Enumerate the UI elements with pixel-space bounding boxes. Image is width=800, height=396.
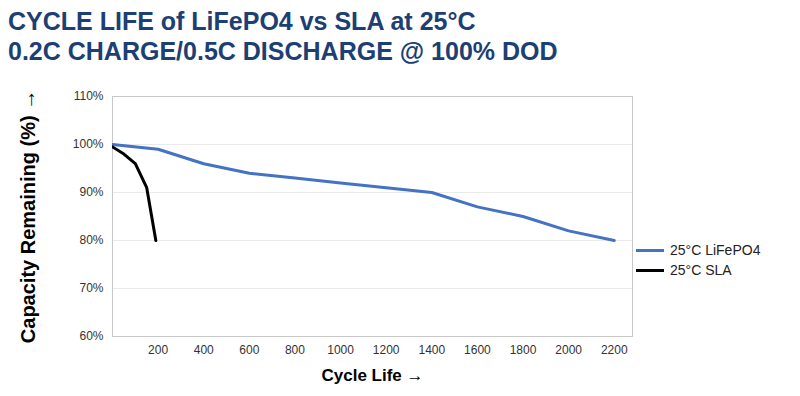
svg-text:110%: 110% (74, 89, 104, 103)
svg-text:600: 600 (239, 343, 259, 357)
svg-text:Capacity Remaining (%) →: Capacity Remaining (%) → (17, 90, 39, 343)
svg-text:1000: 1000 (327, 343, 354, 357)
svg-text:90%: 90% (79, 185, 103, 199)
svg-text:1800: 1800 (510, 343, 537, 357)
svg-text:70%: 70% (79, 281, 103, 295)
svg-text:200: 200 (148, 343, 168, 357)
svg-text:400: 400 (194, 343, 214, 357)
svg-text:80%: 80% (79, 233, 103, 247)
svg-text:1600: 1600 (464, 343, 491, 357)
svg-text:2200: 2200 (601, 343, 628, 357)
svg-text:2000: 2000 (555, 343, 582, 357)
html-text:CYCLE LIFE of LiFePO4 vs SLA a: CYCLE LIFE of LiFePO4 vs SLA at 25°C (8, 7, 476, 35)
svg-text:1400: 1400 (418, 343, 445, 357)
html-text:25°C LiFePO4: 25°C LiFePO4 (670, 242, 761, 258)
svg-text:800: 800 (285, 343, 305, 357)
svg-text:60%: 60% (79, 329, 103, 343)
svg-text:1200: 1200 (373, 343, 400, 357)
svg-text:100%: 100% (73, 137, 104, 151)
svg-text:Cycle Life →: Cycle Life → (321, 366, 423, 385)
html-text:25°C SLA: 25°C SLA (670, 262, 732, 278)
html-text:0.2C CHARGE/0.5C DISCHARGE @ 1: 0.2C CHARGE/0.5C DISCHARGE @ 100% DOD (8, 37, 558, 65)
